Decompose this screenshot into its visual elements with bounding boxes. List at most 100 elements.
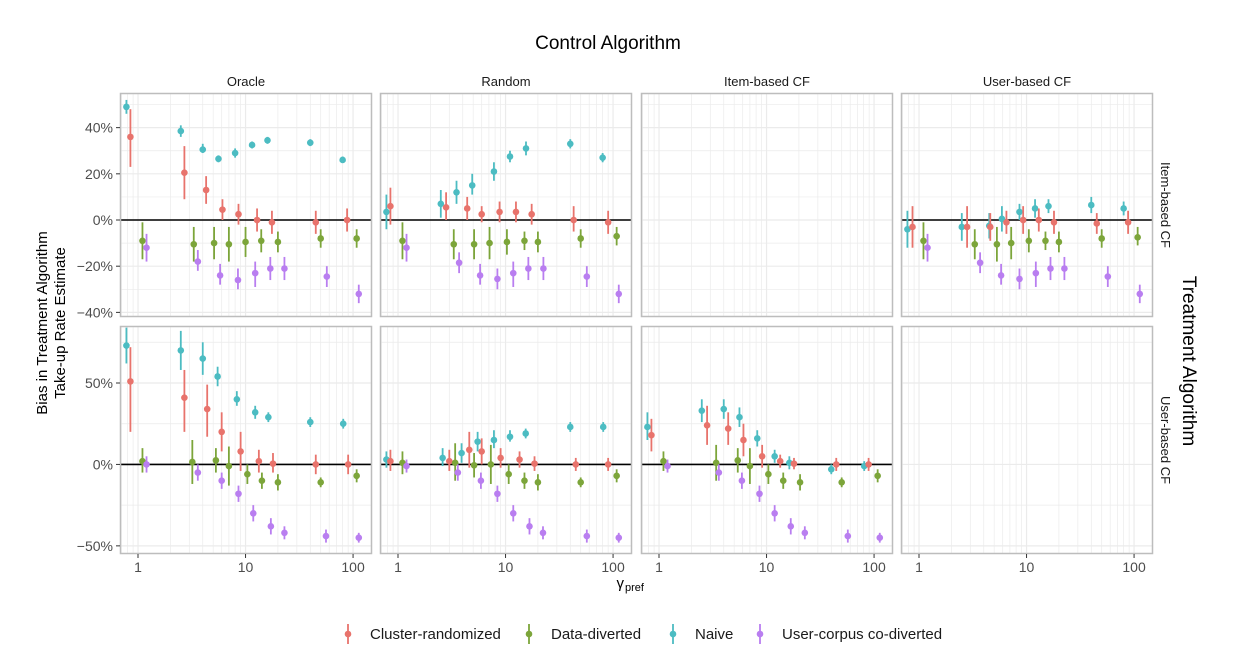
chart-title: Control Algorithm [535, 33, 681, 54]
series-naive [383, 422, 607, 468]
data-point [522, 145, 530, 152]
data-point [664, 462, 671, 470]
data-point [403, 462, 410, 470]
data-point [496, 208, 503, 216]
data-point [844, 532, 852, 540]
data-point [274, 479, 282, 486]
data-point [387, 202, 394, 210]
data-point [796, 479, 804, 486]
x-tick-label: 100 [341, 559, 365, 575]
data-point [516, 456, 523, 463]
data-point [865, 461, 872, 468]
data-point [506, 153, 514, 160]
data-point [644, 423, 651, 431]
series-user-corpus-co-diverted [664, 459, 884, 543]
legend-key-point [525, 630, 533, 638]
data-point [874, 472, 881, 480]
data-point [353, 235, 360, 242]
x-tick-label: 1 [915, 559, 923, 575]
legend-key-point [756, 630, 764, 638]
data-point [199, 355, 207, 362]
y-tick-label: 20% [85, 166, 113, 182]
data-point [583, 532, 591, 540]
x-tick-label: 100 [1122, 559, 1146, 575]
series-data-diverted [920, 222, 1141, 262]
panel-border [119, 325, 373, 555]
y-axis-title-line1: Bias in Treatment Algorithm [34, 231, 51, 414]
data-point [566, 140, 574, 148]
data-point [976, 259, 984, 267]
row-strip-label: Item-based CF [1158, 162, 1173, 248]
data-point [255, 457, 263, 465]
data-point [1042, 237, 1049, 245]
x-tick-label: 1 [134, 559, 142, 575]
data-point [470, 240, 478, 248]
data-point [216, 272, 224, 279]
panels-layer [119, 92, 1154, 555]
data-point [231, 149, 239, 157]
data-point [512, 208, 520, 216]
data-point [476, 272, 484, 279]
y-tick-label: 0% [93, 212, 113, 228]
data-point [317, 235, 324, 242]
data-point [253, 216, 261, 224]
data-point [958, 223, 966, 231]
data-point [437, 200, 445, 208]
data-point [698, 407, 706, 414]
data-point [123, 342, 130, 349]
data-point [583, 273, 591, 280]
data-point [531, 460, 538, 467]
legend-key-point [344, 630, 352, 638]
panel-r1-c0 [119, 325, 373, 555]
data-point [127, 133, 134, 141]
data-point [344, 461, 352, 468]
data-point [177, 127, 185, 135]
panel-r0-c3 [900, 92, 1154, 318]
data-point [509, 269, 517, 277]
series-data-diverted [139, 222, 360, 262]
panel-border [900, 325, 1154, 555]
data-point [1025, 237, 1033, 245]
data-point [1047, 265, 1054, 272]
data-point [312, 219, 320, 226]
data-point [458, 449, 465, 457]
x-tick-label: 1 [394, 559, 402, 575]
data-point [613, 472, 620, 480]
legend-label: Data-diverted [551, 626, 641, 643]
data-point [455, 259, 463, 267]
data-point [248, 141, 256, 149]
data-point [577, 235, 584, 242]
data-point [534, 479, 542, 486]
data-point [143, 244, 150, 252]
series-cluster-randomized [909, 206, 1132, 248]
data-point [724, 425, 732, 432]
data-point [998, 215, 1006, 223]
data-point [993, 240, 1001, 248]
data-point [1045, 202, 1052, 210]
y-tick-label: 40% [85, 120, 113, 136]
series-cluster-randomized [127, 347, 352, 475]
data-point [219, 206, 226, 213]
data-point [451, 459, 459, 467]
data-point [399, 237, 406, 245]
data-point [474, 438, 481, 445]
data-point [478, 448, 485, 455]
data-point [734, 457, 742, 464]
data-point [486, 239, 493, 247]
data-point [526, 523, 533, 530]
data-point [534, 238, 542, 246]
data-point [490, 168, 498, 175]
data-point [924, 244, 931, 252]
data-point [570, 216, 577, 224]
data-point [827, 466, 835, 473]
data-point [339, 156, 346, 164]
data-point [249, 509, 257, 517]
y-tick-label: −50% [77, 538, 113, 554]
legend-key-point [669, 630, 677, 638]
data-point [771, 452, 778, 460]
data-point [703, 422, 711, 429]
data-point [615, 290, 623, 298]
panel-border [119, 92, 373, 318]
series-user-corpus-co-diverted [143, 233, 363, 304]
data-point [267, 265, 274, 272]
